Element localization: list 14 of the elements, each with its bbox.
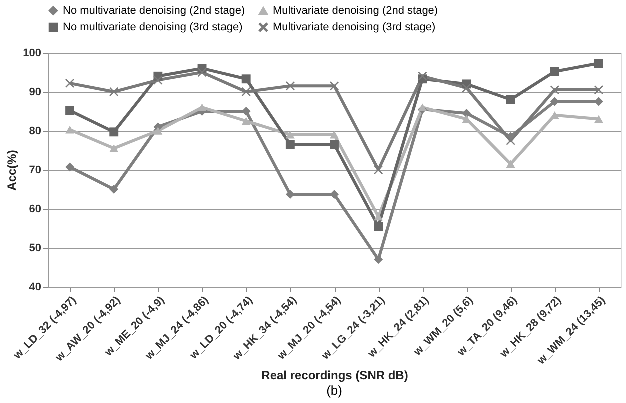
legend-label: No multivariate denoising (2nd stage) xyxy=(63,4,246,17)
y-tick-label: 60 xyxy=(29,204,42,216)
y-tick-label: 80 xyxy=(29,126,42,138)
y-tick-label: 90 xyxy=(29,86,42,98)
x-axis-title: Real recordings (SNR dB) xyxy=(262,368,408,382)
y-tick-label: 50 xyxy=(29,242,42,254)
y-tick-label: 70 xyxy=(29,164,42,176)
y-axis-title: Acc(%) xyxy=(5,150,20,191)
legend-label: Multivariate denoising (2nd stage) xyxy=(273,5,438,18)
legend-label: No multivariate denoising (3rd stage) xyxy=(63,22,243,34)
y-tick-label: 100 xyxy=(23,48,42,60)
legend-label: Multivariate denoising (3rd stage) xyxy=(273,22,436,34)
y-tick-label: 40 xyxy=(29,282,42,294)
text: (b) xyxy=(326,382,342,398)
